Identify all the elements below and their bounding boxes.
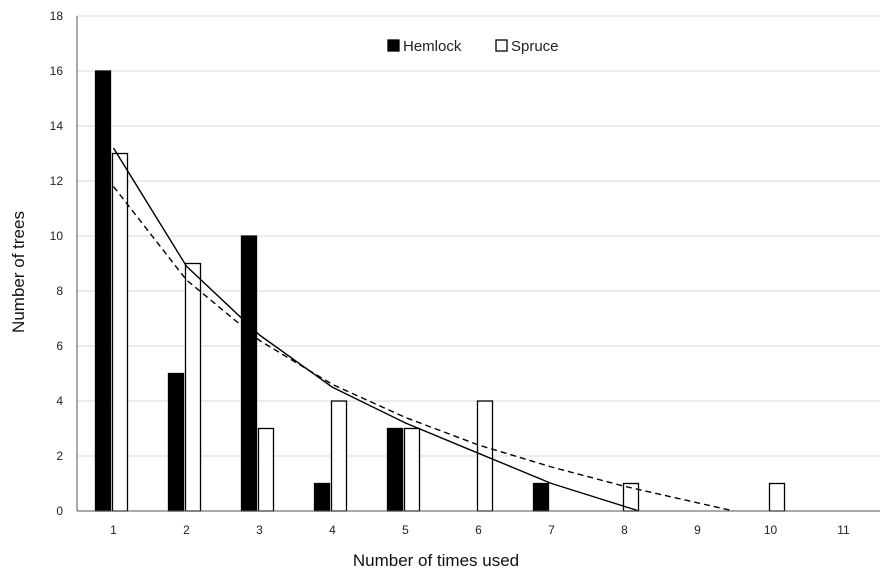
spruce-bar [403,427,421,512]
y-tick-label: 8 [56,284,63,298]
x-tick-label: 8 [621,523,628,537]
spruce-legend-label: Spruce [511,38,559,55]
spruce-bar [184,262,202,512]
bars [94,70,786,512]
y-axis-ticks: 0 2 4 6 8 10 12 14 16 18 [50,9,64,518]
spruce-bar [768,482,786,512]
x-axis-title: Number of times used [353,551,519,570]
spruce-bar [330,400,348,512]
spruce-bar [257,427,275,512]
gridlines [77,15,880,457]
hemlock-bar [167,372,185,512]
hemlock-bar [532,482,550,512]
y-tick-label: 6 [56,339,63,353]
y-tick-label: 12 [50,174,64,188]
x-tick-label: 6 [475,523,482,537]
x-tick-label: 1 [110,523,117,537]
y-tick-label: 16 [50,64,64,78]
spruce-legend-swatch [495,39,508,52]
y-tick-label: 14 [50,119,64,133]
x-tick-label: 10 [764,523,778,537]
hemlock-bar [313,482,331,512]
hemlock-legend-label: Hemlock [403,38,462,55]
hemlock-trendline [112,147,640,512]
y-tick-label: 4 [56,394,63,408]
x-tick-label: 5 [402,523,409,537]
legend: Hemlock Spruce [387,38,559,55]
y-tick-label: 10 [50,229,64,243]
spruce-trendline [112,186,735,512]
hemlock-legend-swatch [387,39,400,52]
hemlock-bar [240,235,258,512]
x-axis-ticks: 1 2 3 4 5 6 7 8 9 10 11 [110,523,850,537]
y-tick-label: 0 [56,504,63,518]
y-tick-label: 2 [56,449,63,463]
x-tick-label: 11 [837,523,850,537]
hemlock-bar [386,427,404,512]
x-tick-label: 3 [256,523,263,537]
hemlock-bar [94,70,112,512]
x-tick-label: 7 [548,523,555,537]
x-tick-label: 4 [329,523,336,537]
y-tick-label: 18 [50,9,64,23]
y-axis-title: Number of trees [9,211,28,333]
trendlines [112,147,735,512]
spruce-bar [111,152,129,512]
x-tick-label: 2 [183,523,190,537]
x-tick-label: 9 [694,523,701,537]
